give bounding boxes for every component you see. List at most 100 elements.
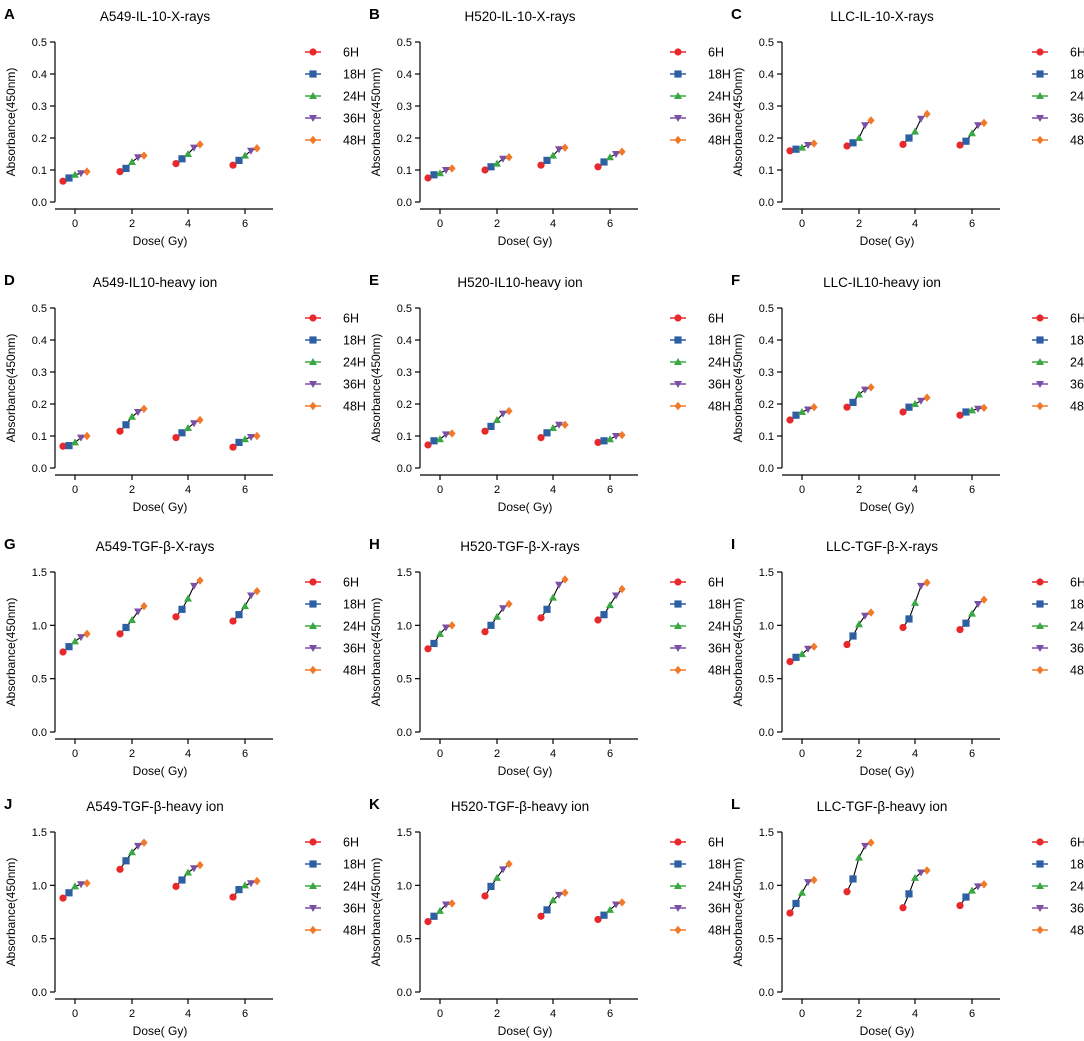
y-tick-label: 0.1 bbox=[397, 431, 412, 443]
data-point-36h bbox=[861, 122, 869, 130]
x-tick-label: 6 bbox=[969, 218, 975, 230]
legend-marker-24h bbox=[674, 92, 682, 99]
panel-letter: B bbox=[369, 6, 380, 23]
legend-marker-48h bbox=[674, 925, 682, 935]
data-point-18h bbox=[487, 621, 495, 629]
data-point-36h bbox=[134, 608, 142, 616]
x-tick-label: 6 bbox=[969, 748, 975, 760]
data-point-24h bbox=[436, 169, 444, 177]
x-axis-title: Dose( Gy) bbox=[860, 1024, 915, 1038]
x-axis-title: Dose( Gy) bbox=[498, 1024, 553, 1038]
y-tick-label: 0.0 bbox=[759, 727, 774, 739]
data-point-24h bbox=[911, 873, 919, 881]
data-point-18h bbox=[600, 611, 608, 619]
panel-letter: H bbox=[369, 536, 380, 553]
x-tick-label: 2 bbox=[494, 484, 500, 496]
x-tick-label: 6 bbox=[242, 748, 248, 760]
y-tick-label: 0.4 bbox=[759, 69, 774, 81]
legend-marker-6h bbox=[1036, 578, 1044, 586]
y-tick-label: 1.0 bbox=[759, 880, 774, 892]
x-axis-title: Dose( Gy) bbox=[133, 764, 188, 778]
data-point-6h bbox=[956, 141, 964, 149]
data-point-36h bbox=[555, 146, 563, 154]
legend-label: 6H bbox=[343, 836, 359, 850]
data-point-36h bbox=[974, 883, 982, 891]
y-tick-label: 0.0 bbox=[32, 463, 47, 475]
legend-label: 24H bbox=[343, 880, 366, 894]
legend-label: 18H bbox=[708, 858, 731, 872]
data-point-36h bbox=[974, 405, 982, 413]
data-point-18h bbox=[235, 156, 243, 164]
legend-marker-24h bbox=[674, 882, 682, 889]
y-tick-label: 0.0 bbox=[397, 727, 412, 739]
data-point-6h bbox=[956, 411, 964, 419]
chart-title: LLC-IL-10-X-rays bbox=[830, 9, 934, 24]
chart-panel-d: D A549-IL10-heavy ion 0.0 0.1 0.2 0.3 0.4 0.5 Ab… bbox=[4, 272, 366, 514]
x-tick-label: 2 bbox=[856, 218, 862, 230]
data-point-18h bbox=[543, 429, 551, 437]
y-tick-label: 0.0 bbox=[759, 197, 774, 209]
data-point-6h bbox=[424, 645, 432, 653]
legend-label: 24H bbox=[343, 620, 366, 634]
legend-marker-18h bbox=[309, 860, 317, 868]
data-point-36h bbox=[442, 624, 450, 632]
data-point-48h bbox=[253, 431, 261, 441]
data-point-36h bbox=[77, 881, 85, 889]
legend-marker-6h bbox=[309, 48, 317, 56]
data-point-36h bbox=[917, 582, 925, 590]
legend-marker-6h bbox=[309, 838, 317, 846]
legend-marker-6h bbox=[1036, 838, 1044, 846]
x-tick-label: 6 bbox=[969, 1008, 975, 1020]
y-tick-label: 0.3 bbox=[397, 101, 412, 113]
y-tick-label: 0.2 bbox=[32, 133, 47, 145]
legend-marker-24h bbox=[674, 358, 682, 365]
dose-group-line bbox=[846, 612, 872, 645]
data-point-24h bbox=[71, 882, 79, 890]
legend-marker-48h bbox=[309, 135, 317, 145]
data-point-36h bbox=[861, 612, 869, 620]
data-point-48h bbox=[923, 866, 931, 875]
data-point-6h bbox=[172, 434, 180, 442]
data-point-36h bbox=[499, 866, 507, 874]
x-tick-label: 0 bbox=[799, 748, 805, 760]
data-point-48h bbox=[980, 118, 988, 128]
data-point-48h bbox=[618, 584, 626, 594]
data-point-18h bbox=[178, 429, 186, 437]
panel-letter: F bbox=[731, 272, 740, 289]
data-point-48h bbox=[505, 153, 513, 162]
data-point-36h bbox=[804, 879, 812, 887]
legend-label: 24H bbox=[708, 880, 731, 894]
panel-letter: L bbox=[731, 796, 740, 813]
y-tick-label: 0.5 bbox=[397, 303, 412, 315]
data-point-36h bbox=[77, 634, 85, 642]
data-point-48h bbox=[561, 420, 569, 429]
data-point-24h bbox=[549, 896, 557, 904]
data-point-18h bbox=[962, 408, 970, 416]
data-point-6h bbox=[786, 147, 794, 155]
data-point-6h bbox=[424, 918, 432, 926]
legend-marker-6h bbox=[674, 314, 682, 322]
y-tick-label: 0.5 bbox=[397, 674, 412, 686]
y-axis-title: Absorbance(450nm) bbox=[4, 334, 18, 443]
chart-title: LLC-TGF-β-X-rays bbox=[826, 539, 938, 554]
y-tick-label: 0.5 bbox=[759, 934, 774, 946]
legend-label: 18H bbox=[343, 68, 366, 82]
y-tick-label: 0.5 bbox=[759, 37, 774, 49]
legend-label: 48H bbox=[343, 664, 366, 678]
data-point-24h bbox=[549, 151, 557, 159]
data-point-48h bbox=[448, 164, 456, 173]
data-point-18h bbox=[543, 156, 551, 164]
data-point-6h bbox=[899, 904, 907, 912]
data-point-48h bbox=[140, 601, 148, 611]
data-point-48h bbox=[448, 429, 456, 438]
legend-marker-36h bbox=[674, 381, 682, 388]
y-tick-label: 0.0 bbox=[32, 197, 47, 209]
y-tick-label: 0.2 bbox=[759, 133, 774, 145]
y-tick-label: 0.2 bbox=[397, 133, 412, 145]
chart-panel-h: H H520-TGF-β-X-rays 0.0 0.5 1.0 1.5 Absorbance… bbox=[369, 536, 731, 778]
data-point-24h bbox=[798, 143, 806, 151]
chart-title: A549-IL10-heavy ion bbox=[93, 275, 218, 290]
legend-label: 36H bbox=[708, 902, 731, 916]
panel-letter: A bbox=[4, 6, 15, 23]
legend-label: 6H bbox=[1070, 836, 1084, 850]
